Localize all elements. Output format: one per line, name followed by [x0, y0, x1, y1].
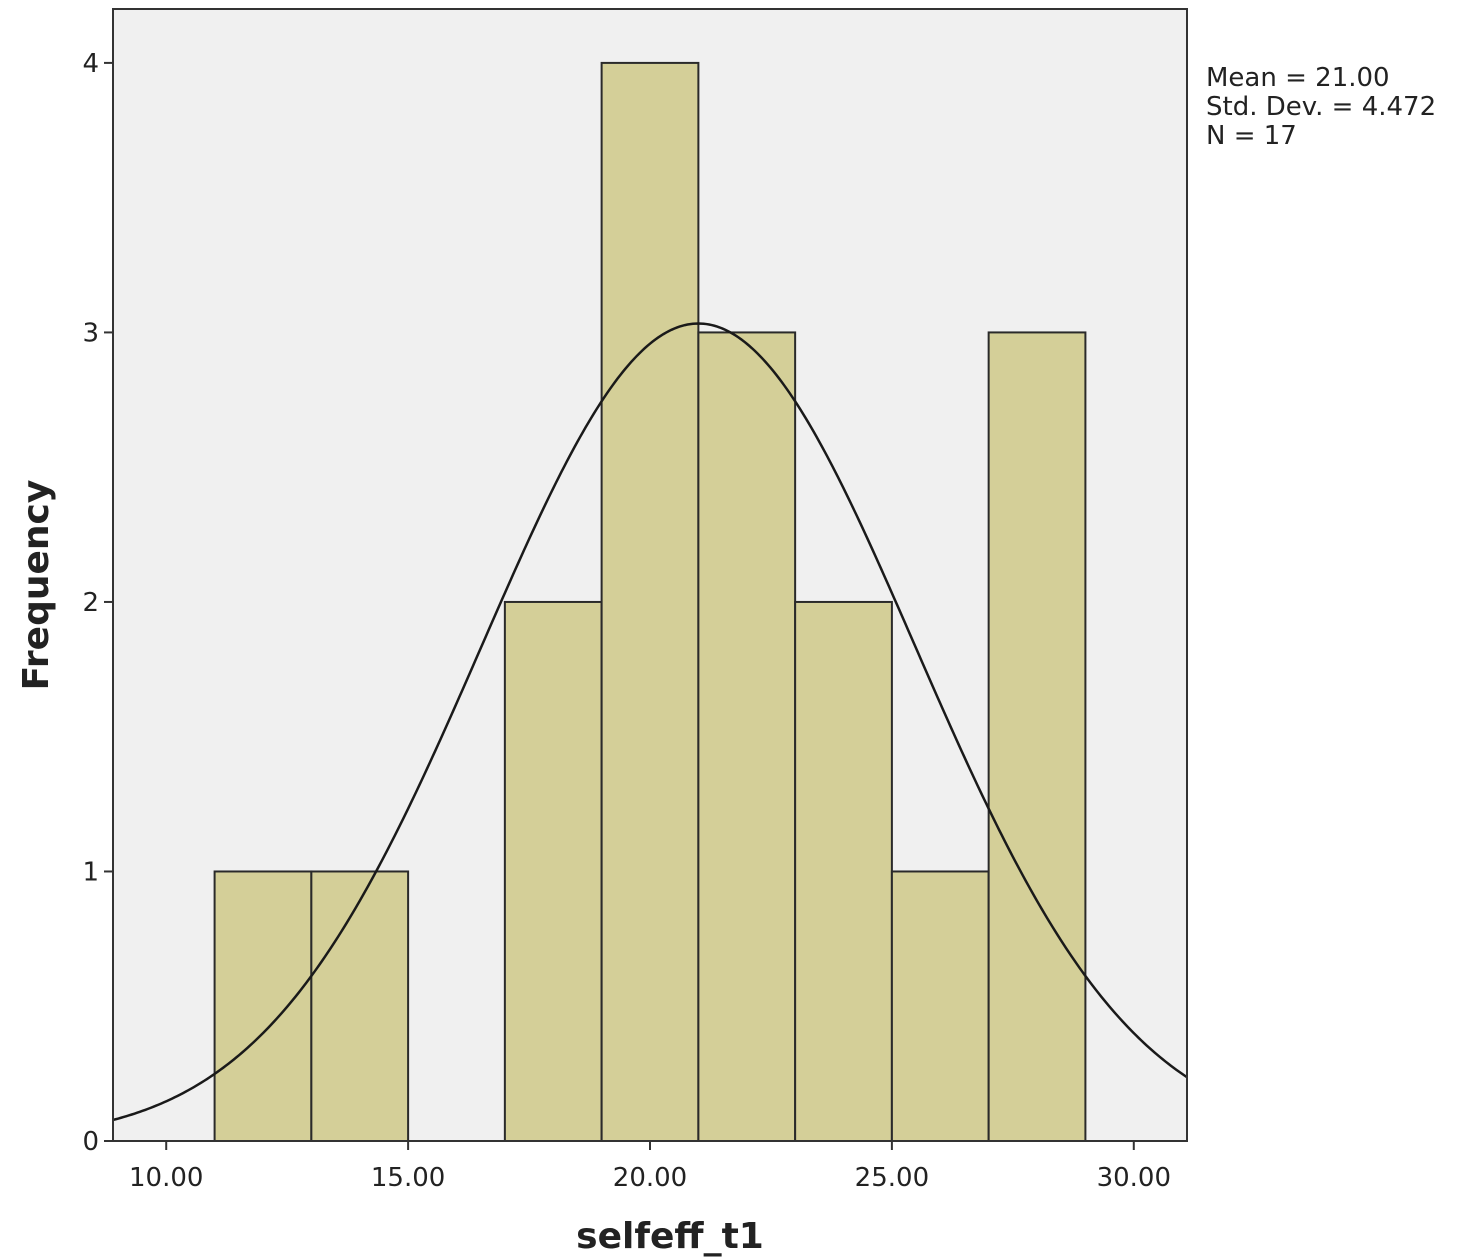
normal-curve: [112, 322, 1188, 1122]
histogram-bar-4: [600, 61, 700, 1142]
y-tick-label-1: 1: [82, 857, 99, 887]
histogram-bar-1: [310, 870, 410, 1142]
histogram-bar-7: [890, 870, 990, 1142]
x-axis-title: selfeff_t1: [576, 1216, 764, 1257]
histogram-bar-5: [697, 331, 797, 1142]
stats-std-dev: Std. Dev. = 4.472: [1206, 92, 1436, 122]
x-tick-label-2: 20.00: [613, 1163, 687, 1193]
x-tick-label-0: 10.00: [129, 1163, 203, 1193]
bars-group: [213, 61, 1087, 1142]
y-tick-label-0: 0: [82, 1127, 99, 1157]
histogram-bar-3: [503, 600, 603, 1142]
y-tick-label-3: 3: [82, 318, 99, 348]
stats-n: N = 17: [1206, 121, 1297, 151]
x-tick-label-1: 15.00: [371, 1163, 445, 1193]
y-tick-label-4: 4: [82, 49, 99, 79]
stats-legend: Mean = 21.00 Std. Dev. = 4.472 N = 17: [1206, 63, 1436, 151]
histogram-bar-6: [794, 600, 893, 1142]
histogram-bar-8: [987, 331, 1087, 1142]
x-tick-label-3: 25.00: [855, 1163, 929, 1193]
x-axis: 10.00 15.00 20.00 25.00 30.00: [129, 1141, 1171, 1193]
stats-mean: Mean = 21.00: [1206, 63, 1390, 93]
y-axis: 0 1 2 3 4: [82, 49, 113, 1157]
y-axis-title: Frequency: [16, 480, 57, 691]
x-tick-label-4: 30.00: [1097, 1163, 1171, 1193]
y-tick-label-2: 2: [82, 588, 99, 618]
histogram-bar-0: [213, 870, 313, 1142]
